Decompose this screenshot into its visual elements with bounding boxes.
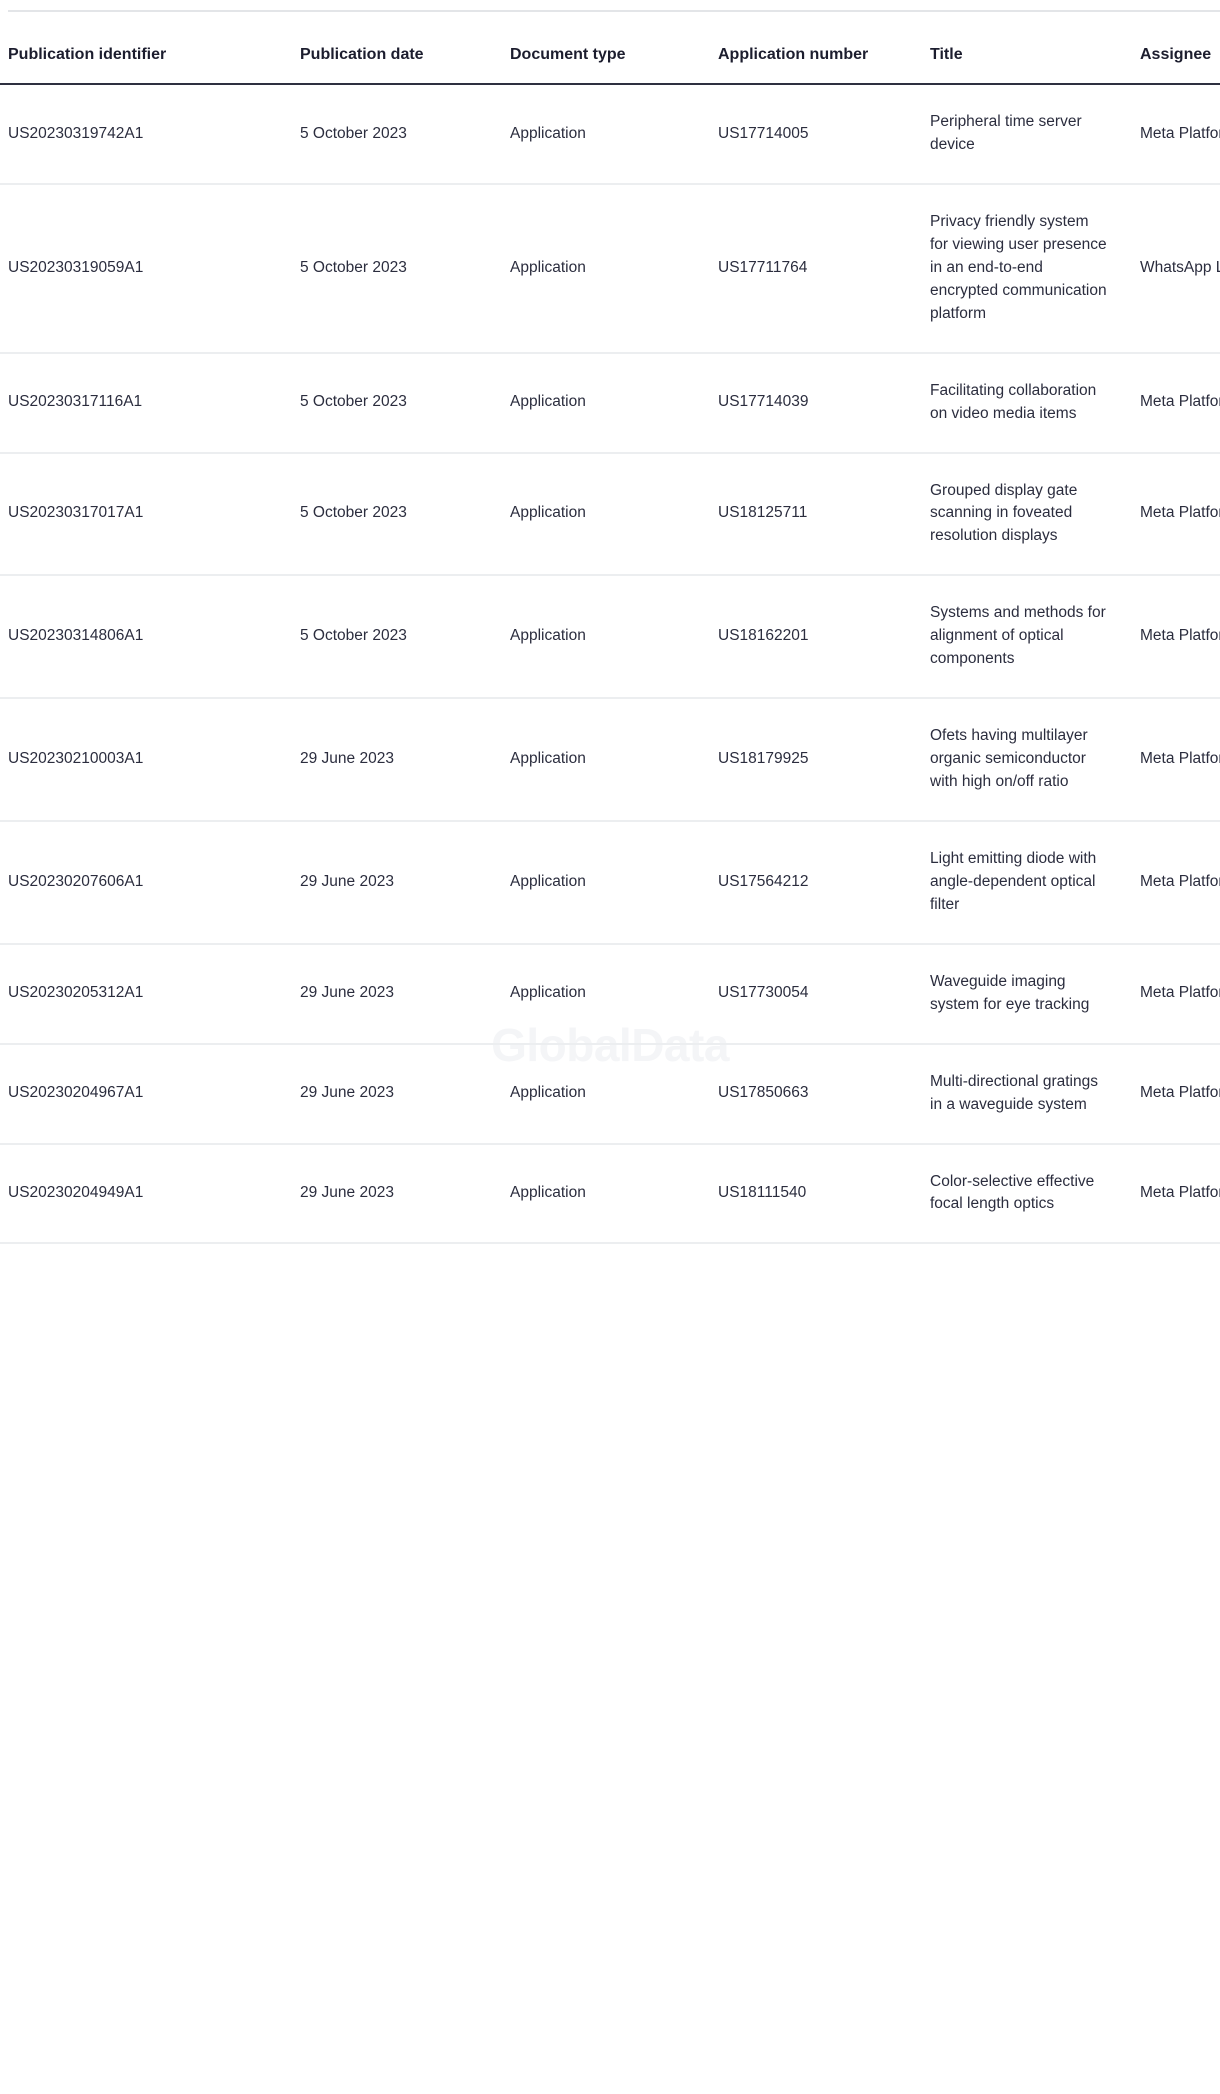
cell-application-number: US17711764 [710,183,922,354]
table-row[interactable]: US20230317116A1 5 October 2023 Applicati… [0,352,1220,454]
table-row[interactable]: US20230204949A1 29 June 2023 Application… [0,1143,1220,1245]
cell-publication-date: 29 June 2023 [292,698,502,822]
cell-assignee: Meta Platforms Technologies LLC [1132,1143,1220,1245]
cell-application-number: US17730054 [710,943,922,1045]
table-body: US20230319742A1 5 October 2023 Applicati… [0,84,1220,1245]
cell-document-type: Application [502,84,710,185]
cell-document-type: Application [502,575,710,700]
cell-publication-identifier: US20230210003A1 [0,698,292,822]
cell-assignee: Meta Platforms Inc [1132,352,1220,454]
cell-publication-date: 5 October 2023 [292,352,502,454]
cell-application-number: US18179925 [710,698,922,822]
cell-document-type: Application [502,698,710,822]
cell-assignee: WhatsApp LLC [1132,183,1220,354]
table-row[interactable]: US20230210003A1 29 June 2023 Application… [0,698,1220,822]
cell-publication-date: 5 October 2023 [292,452,502,577]
cell-application-number: US18111540 [710,1143,922,1245]
patent-publications-table: Publication identifier Publication date … [0,44,1220,1245]
cell-document-type: Application [502,452,710,577]
cell-application-number: US17714005 [710,84,922,185]
table-row[interactable]: US20230319059A1 5 October 2023 Applicati… [0,183,1220,354]
cell-document-type: Application [502,1143,710,1245]
top-divider [8,10,1220,12]
cell-publication-identifier: US20230314806A1 [0,575,292,700]
cell-publication-identifier: US20230319742A1 [0,84,292,185]
table-header-row: Publication identifier Publication date … [0,44,1220,86]
cell-document-type: Application [502,352,710,454]
cell-application-number: US18125711 [710,452,922,577]
table-row[interactable]: US20230205312A1 29 June 2023 Application… [0,943,1220,1045]
cell-title: Waveguide imaging system for eye trackin… [922,943,1132,1045]
cell-publication-date: 5 October 2023 [292,575,502,700]
cell-assignee: Meta Platforms Technologies LLC [1132,575,1220,700]
cell-application-number: US17714039 [710,352,922,454]
cell-title: Color-selective effective focal length o… [922,1143,1132,1245]
cell-title: Light emitting diode with angle-dependen… [922,820,1132,945]
cell-title: Peripheral time server device [922,84,1132,185]
column-header-title[interactable]: Title [922,44,1132,86]
table-row[interactable]: US20230319742A1 5 October 2023 Applicati… [0,84,1220,185]
column-header-assignee[interactable]: Assignee [1132,44,1220,86]
cell-title: Ofets having multilayer organic semicond… [922,698,1132,822]
cell-publication-identifier: US20230204967A1 [0,1043,292,1145]
cell-publication-date: 29 June 2023 [292,1043,502,1145]
cell-publication-date: 29 June 2023 [292,943,502,1045]
cell-document-type: Application [502,183,710,354]
cell-application-number: US17564212 [710,820,922,945]
cell-assignee: Meta Platforms Technologies LLC [1132,943,1220,1045]
cell-assignee: Meta Platforms Technologies LLC [1132,698,1220,822]
table-row[interactable]: US20230317017A1 5 October 2023 Applicati… [0,452,1220,577]
column-header-publication-date[interactable]: Publication date [292,44,502,86]
cell-publication-date: 29 June 2023 [292,820,502,945]
cell-assignee: Meta Platforms Technologies LLC [1132,1043,1220,1145]
cell-title: Facilitating collaboration on video medi… [922,352,1132,454]
cell-publication-identifier: US20230207606A1 [0,820,292,945]
cell-assignee: Meta Platforms Technologies LLC [1132,452,1220,577]
table-row[interactable]: US20230207606A1 29 June 2023 Application… [0,820,1220,945]
cell-publication-date: 5 October 2023 [292,183,502,354]
cell-publication-identifier: US20230205312A1 [0,943,292,1045]
cell-publication-identifier: US20230317017A1 [0,452,292,577]
cell-publication-identifier: US20230204949A1 [0,1143,292,1245]
cell-title: Systems and methods for alignment of opt… [922,575,1132,700]
cell-application-number: US17850663 [710,1043,922,1145]
cell-document-type: Application [502,1043,710,1145]
cell-assignee: Meta Platforms Technologies LLC [1132,820,1220,945]
cell-title: Multi-directional gratings in a waveguid… [922,1043,1132,1145]
cell-publication-identifier: US20230319059A1 [0,183,292,354]
cell-publication-date: 29 June 2023 [292,1143,502,1245]
cell-document-type: Application [502,820,710,945]
column-header-application-number[interactable]: Application number [710,44,922,86]
column-header-publication-identifier[interactable]: Publication identifier [0,44,292,86]
cell-application-number: US18162201 [710,575,922,700]
cell-publication-date: 5 October 2023 [292,84,502,185]
cell-title: Privacy friendly system for viewing user… [922,183,1132,354]
column-header-document-type[interactable]: Document type [502,44,710,86]
table-row[interactable]: US20230204967A1 29 June 2023 Application… [0,1043,1220,1145]
cell-assignee: Meta Platforms Inc [1132,84,1220,185]
table-row[interactable]: US20230314806A1 5 October 2023 Applicati… [0,575,1220,700]
table-header: Publication identifier Publication date … [0,44,1220,86]
cell-title: Grouped display gate scanning in foveate… [922,452,1132,577]
cell-document-type: Application [502,943,710,1045]
cell-publication-identifier: US20230317116A1 [0,352,292,454]
